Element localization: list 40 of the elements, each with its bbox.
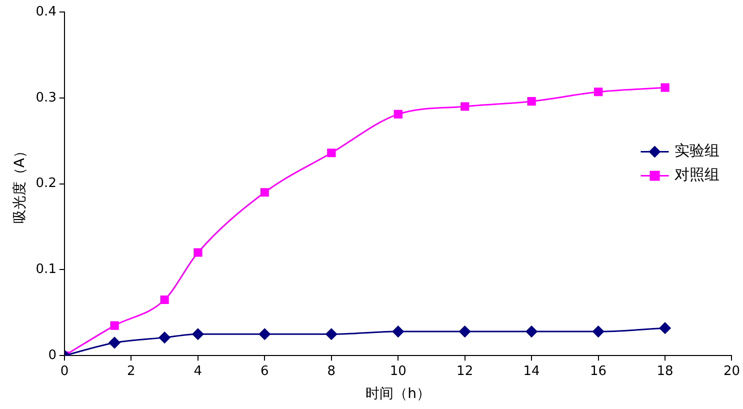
x-tick-label: 14	[523, 364, 540, 379]
y-tick-label: 0.4	[36, 4, 56, 20]
point	[158, 332, 170, 344]
point	[260, 188, 269, 197]
x-tick-label: 10	[390, 364, 406, 379]
x-tick-label: 6	[260, 364, 269, 379]
point	[659, 322, 671, 334]
legend-label: 实验组	[674, 142, 720, 160]
point	[110, 321, 119, 330]
point	[526, 326, 538, 338]
x-axis-title: 时间（h）	[366, 386, 431, 402]
point	[258, 328, 270, 340]
x-tick-label: 16	[590, 364, 607, 379]
point	[592, 326, 604, 338]
point	[594, 88, 603, 96]
y-tick-label: 0	[48, 348, 56, 363]
point	[527, 97, 536, 106]
x-tick-label: 2	[127, 364, 136, 379]
y-axis-title: 吸光度（A）	[12, 144, 28, 224]
point	[327, 148, 336, 158]
point	[108, 336, 120, 348]
x-tick-label: 18	[656, 364, 674, 379]
x-tick-label: 4	[194, 364, 202, 379]
y-tick-label: 0.1	[36, 262, 56, 278]
x-tick-label: 12	[456, 364, 474, 379]
x-tick-label: 20	[723, 364, 740, 379]
point	[192, 328, 204, 340]
x-tick-label: 8	[327, 364, 336, 379]
point	[194, 248, 202, 257]
point	[660, 83, 670, 92]
y-tick-label: 0.2	[36, 176, 56, 192]
x-tick-label: 0	[60, 364, 69, 379]
point	[160, 295, 169, 304]
point	[459, 326, 471, 338]
point	[460, 102, 470, 111]
point	[394, 110, 402, 119]
legend-label: 对照组	[674, 166, 720, 184]
y-tick-label: 0.3	[36, 90, 56, 106]
point	[326, 328, 338, 340]
point	[392, 326, 404, 338]
